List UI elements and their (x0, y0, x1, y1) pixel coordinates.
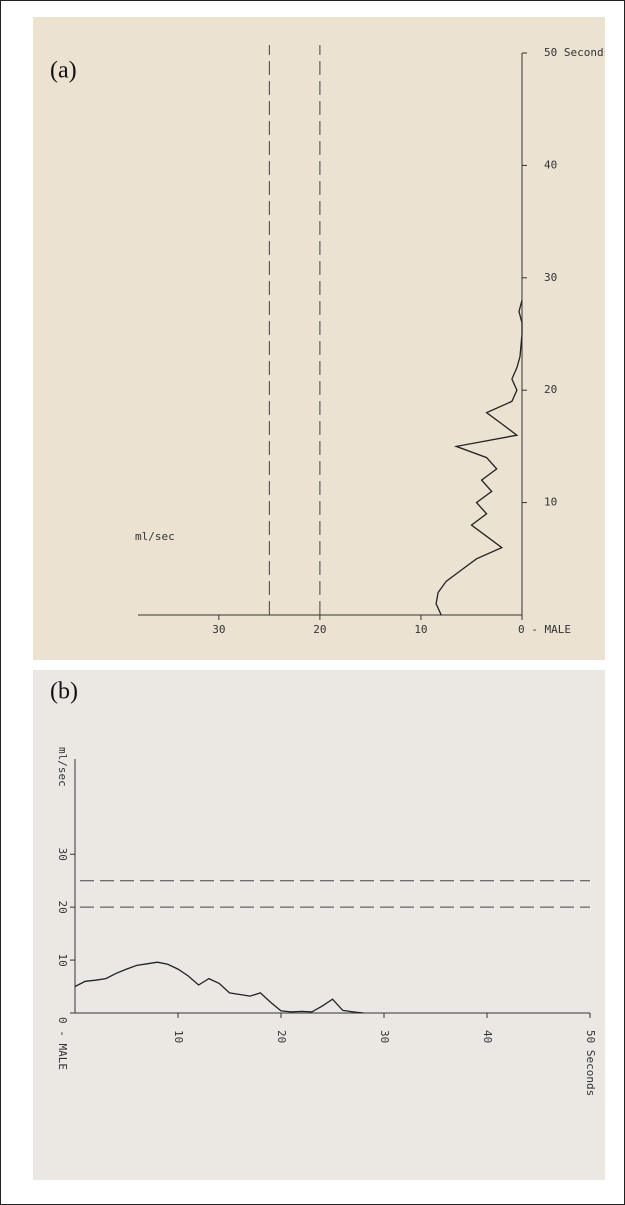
panel-b: (b) 10 20 30 40 50 Seconds 0 - MALE 10 20 30 ml/se… (33, 670, 605, 1180)
x-tick-label: 20 (544, 383, 557, 396)
y-tick-label: 0 - MALE (56, 1017, 69, 1070)
x-tick-label: 40 (544, 158, 557, 171)
panel-label: (b) (50, 679, 78, 705)
figure: (a) 10 20 30 40 50 Seconds 0 - MALE 10 20 30 ml/se… (0, 0, 625, 1205)
panel-background (33, 17, 605, 660)
x-tick-label: 30 (378, 1030, 391, 1043)
x-tick-label: 10 (544, 496, 557, 509)
y-tick-label: 10 (414, 623, 427, 636)
y-tick-label: 0 - MALE (518, 623, 571, 636)
y-tick-label: 30 (56, 848, 69, 861)
y-tick-label: 20 (56, 901, 69, 914)
y-tick-label: 30 (212, 623, 225, 636)
x-tick-label: 50 Seconds (544, 46, 610, 59)
panel-label: (a) (50, 58, 77, 84)
panel-a: (a) 10 20 30 40 50 Seconds 0 - MALE 10 20 30 ml/se… (33, 17, 610, 660)
y-tick-label: 10 (56, 953, 69, 966)
x-tick-label: 30 (544, 271, 557, 284)
x-tick-label: 50 Seconds (584, 1030, 597, 1096)
y-tick-label: 20 (313, 623, 326, 636)
axis-label: ml/sec (56, 747, 69, 787)
axis-label: ml/sec (135, 530, 175, 543)
x-tick-label: 40 (481, 1030, 494, 1043)
panel-background (33, 670, 605, 1180)
x-tick-label: 10 (172, 1030, 185, 1043)
x-tick-label: 20 (275, 1030, 288, 1043)
